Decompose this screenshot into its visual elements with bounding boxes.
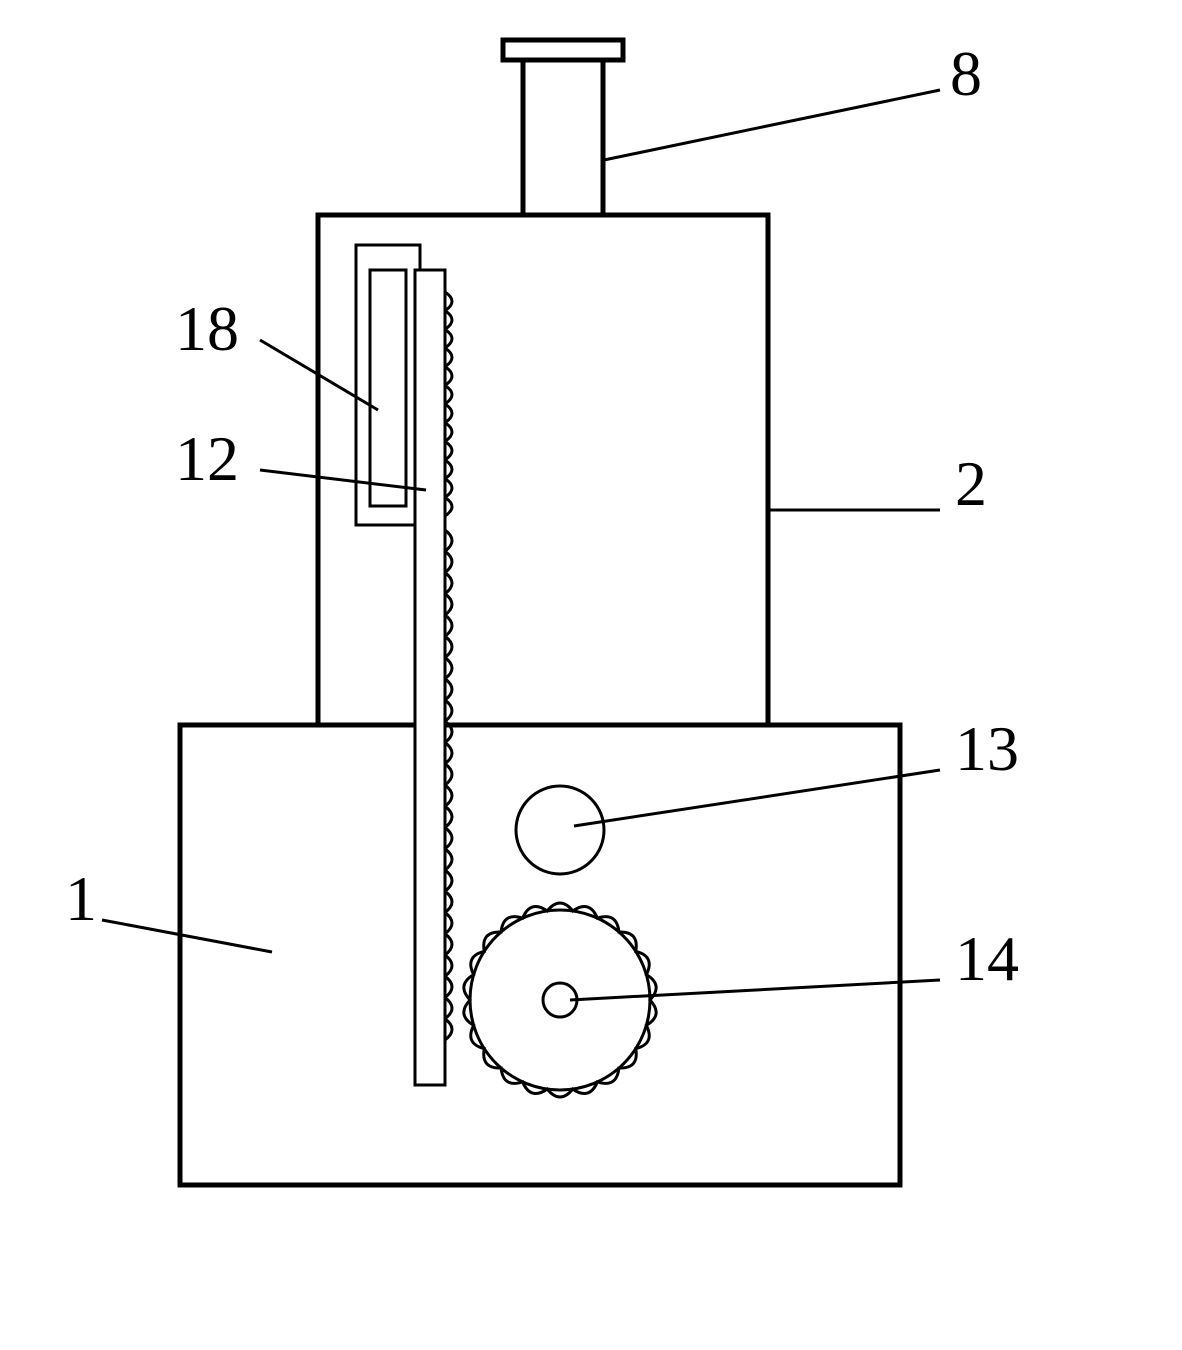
label-1: 1 (65, 863, 97, 934)
label-14: 14 (955, 923, 1019, 994)
leader-1 (102, 920, 272, 952)
gear-outline (464, 903, 656, 1097)
label-13: 13 (955, 713, 1019, 784)
rack-bar (415, 270, 445, 1085)
label-8: 8 (950, 38, 982, 109)
top-post-cap (503, 40, 623, 60)
leader-8 (604, 90, 940, 160)
leader-12 (260, 470, 426, 490)
component-13-circle (516, 786, 604, 874)
leader-13 (574, 770, 940, 826)
slot-inner (370, 270, 406, 506)
label-18: 18 (175, 293, 239, 364)
top-post-body (523, 60, 603, 215)
label-12: 12 (175, 423, 239, 494)
upper-box (318, 215, 768, 725)
label-2: 2 (955, 448, 987, 519)
